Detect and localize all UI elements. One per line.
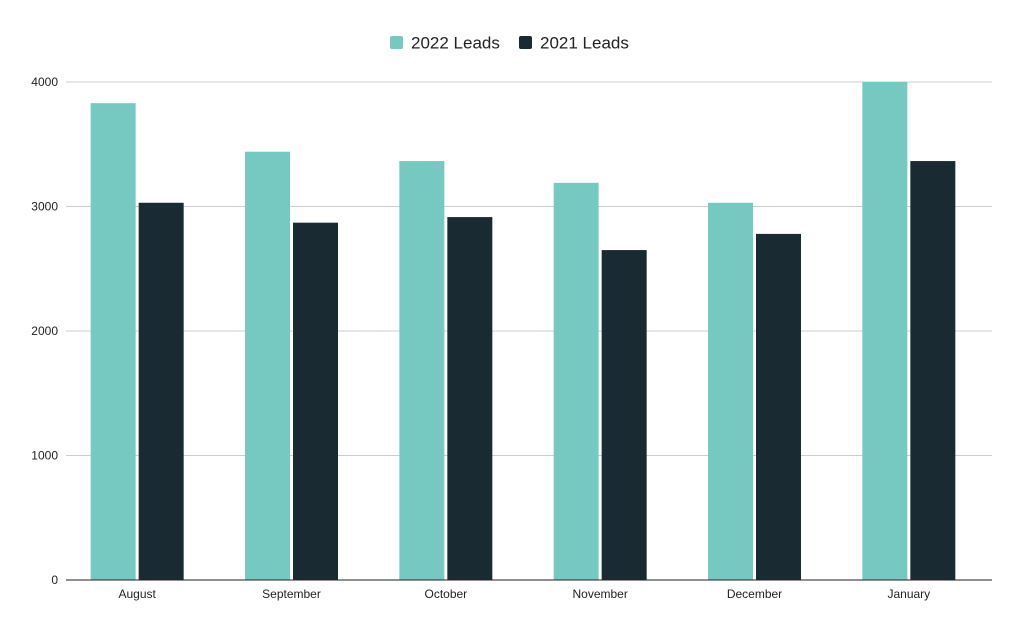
legend-swatch [519, 36, 532, 49]
legend: 2022 Leads 2021 Leads [390, 34, 629, 53]
bar-2022-november [553, 182, 599, 580]
bar-2021-september [293, 222, 338, 580]
y-tick-label: 3000 [31, 200, 58, 214]
bar-2022-october [399, 161, 445, 580]
bar-2022-september [245, 151, 290, 580]
bar-2022-january [862, 82, 908, 580]
y-tick-label: 4000 [31, 75, 58, 89]
y-axis-ticks: 0 1000 2000 3000 4000 [31, 75, 58, 587]
legend-label: 2022 Leads [411, 34, 500, 53]
bar-2022-december [708, 202, 753, 580]
y-tick-label: 1000 [31, 449, 58, 463]
legend-label: 2021 Leads [540, 34, 629, 53]
x-tick-label: November [572, 587, 627, 601]
bar-2021-november [601, 250, 647, 580]
x-axis-ticks: August September October November December Ja… [118, 587, 930, 601]
y-tick-label: 2000 [31, 324, 58, 338]
bar-2022-august [90, 103, 136, 580]
bars [90, 82, 956, 580]
bar-2021-january [910, 161, 956, 580]
legend-swatch [390, 36, 403, 49]
bar-2021-december [756, 233, 801, 580]
x-tick-label: January [887, 587, 930, 601]
x-tick-label: August [118, 587, 156, 601]
y-tick-label: 0 [51, 573, 58, 587]
bar-2021-october [447, 217, 493, 580]
x-tick-label: December [727, 587, 782, 601]
gridlines [66, 81, 992, 456]
x-tick-label: September [262, 587, 321, 601]
bar-2021-august [138, 202, 184, 580]
x-tick-label: October [424, 587, 467, 601]
